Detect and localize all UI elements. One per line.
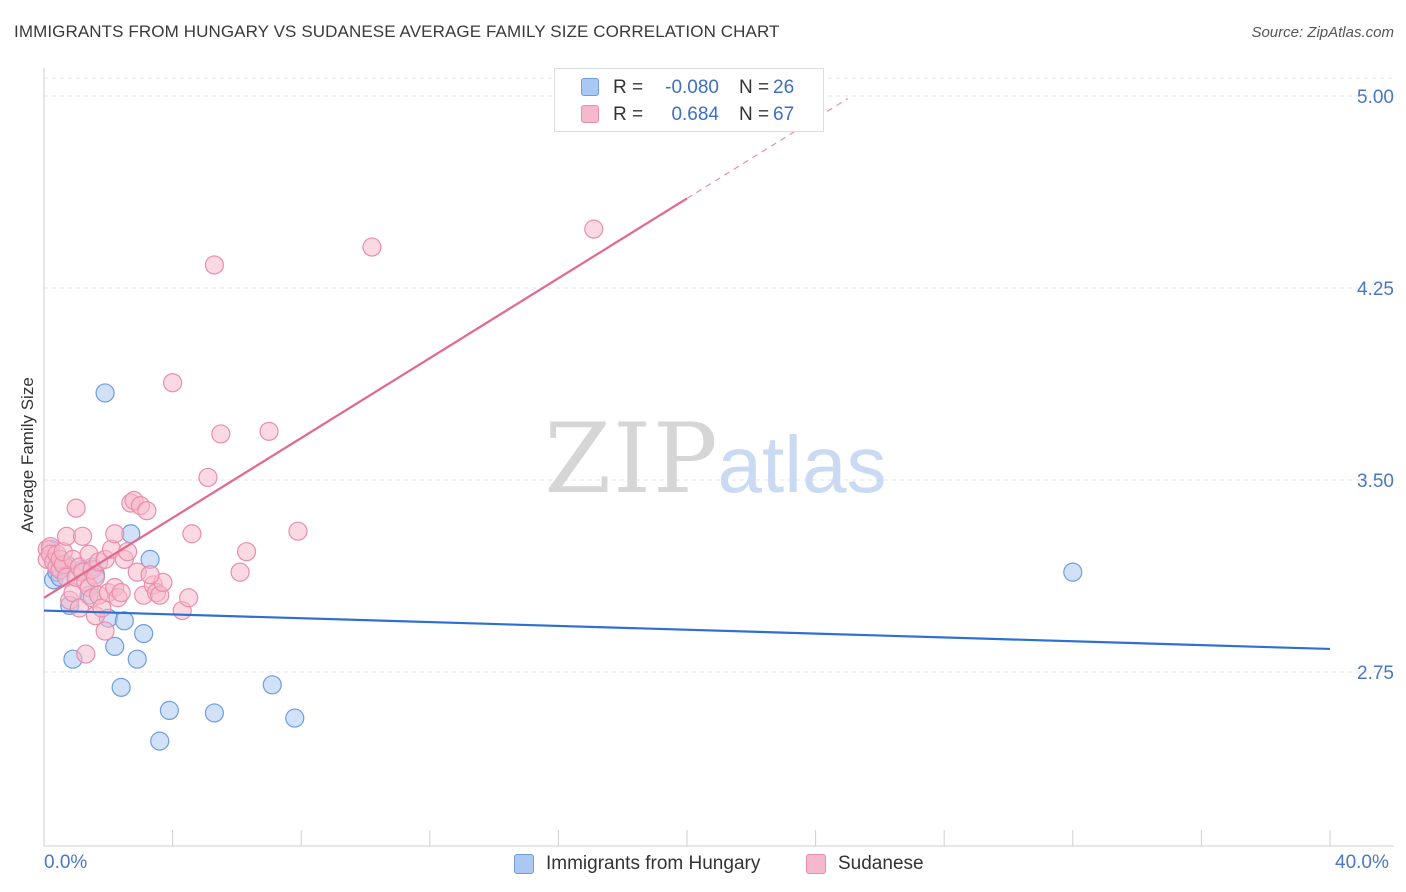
y-tick-label: 2.75 [1357, 663, 1394, 684]
x-axis-max-label: 40.0% [1335, 852, 1389, 873]
r-label: R = [613, 77, 644, 98]
series-legend: Immigrants from Hungary Sudanese [0, 852, 1406, 878]
hungary-point [105, 636, 125, 657]
sudanese-point [163, 373, 183, 393]
sudanese-swatch [806, 854, 826, 874]
sudanese-trend-line [43, 197, 688, 599]
sudanese-point [230, 562, 250, 582]
r-value: -0.080 [665, 77, 719, 98]
watermark-atlas: atlas [718, 420, 887, 509]
sudanese-point [211, 424, 231, 444]
sudanese-point [259, 421, 279, 441]
hungary-point [159, 700, 179, 721]
sudanese-point [105, 524, 125, 544]
x-axis-min-label: 0.0% [44, 852, 88, 873]
legend-row-hungary: R = -0.080 N = 26 [555, 75, 823, 101]
hungary-point [134, 623, 154, 644]
hungary-trend-line [43, 609, 1331, 651]
sudanese-point [288, 521, 308, 541]
hungary-point [127, 649, 147, 669]
legend-row-sudanese: R = 0.684 N = 67 [555, 102, 823, 128]
n-value: 26 [773, 77, 795, 98]
hungary-point [95, 383, 115, 403]
sudanese-point [111, 583, 131, 603]
hungary-swatch [514, 854, 534, 874]
y-tick-labels: 2.75 3.50 4.25 5.00 [1357, 87, 1394, 684]
n-label: N = [739, 77, 770, 98]
chart-source: Source: ZipAtlas.com [1251, 24, 1394, 41]
hungary-point [285, 708, 305, 728]
legend-label-sudanese: Sudanese [838, 853, 924, 874]
r-label: R = [613, 104, 644, 125]
sudanese-point [182, 524, 202, 544]
sudanese-point [584, 219, 604, 239]
sudanese-point [95, 621, 115, 641]
sudanese-point [66, 498, 86, 518]
watermark-zip: ZIP [544, 403, 719, 515]
hungary-point [1063, 562, 1083, 582]
n-value: 67 [773, 104, 795, 125]
correlation-legend: R = -0.080 N = 26 R = 0.684 N = 67 [554, 68, 824, 132]
hungary-point [111, 677, 131, 697]
gridlines [44, 77, 1394, 673]
legend-label-hungary: Immigrants from Hungary [546, 853, 761, 874]
y-tick-label: 5.00 [1357, 87, 1394, 108]
watermark: ZIP atlas [544, 403, 886, 515]
n-label: N = [739, 104, 770, 125]
chart-title: IMMIGRANTS FROM HUNGARY VS SUDANESE AVER… [14, 22, 780, 41]
sudanese-point [236, 542, 257, 562]
sudanese-point [198, 467, 218, 488]
y-tick-label: 4.25 [1357, 279, 1394, 300]
hungary-swatch [581, 78, 599, 96]
sudanese-point [179, 588, 199, 608]
sudanese-point [72, 526, 93, 546]
sudanese-point [76, 644, 96, 664]
hungary-point [262, 675, 282, 695]
sudanese-point [56, 526, 77, 546]
series-sudanese-points [37, 219, 604, 664]
r-value: 0.684 [671, 104, 719, 125]
sudanese-point [140, 565, 160, 585]
hungary-point [150, 731, 170, 751]
sudanese-swatch [581, 105, 599, 123]
sudanese-point [204, 255, 224, 275]
y-tick-label: 3.50 [1357, 471, 1394, 492]
hungary-point [114, 611, 134, 631]
sudanese-point [362, 237, 382, 257]
axes [43, 68, 1394, 847]
hungary-point [204, 703, 224, 723]
sudanese-point [137, 501, 157, 521]
